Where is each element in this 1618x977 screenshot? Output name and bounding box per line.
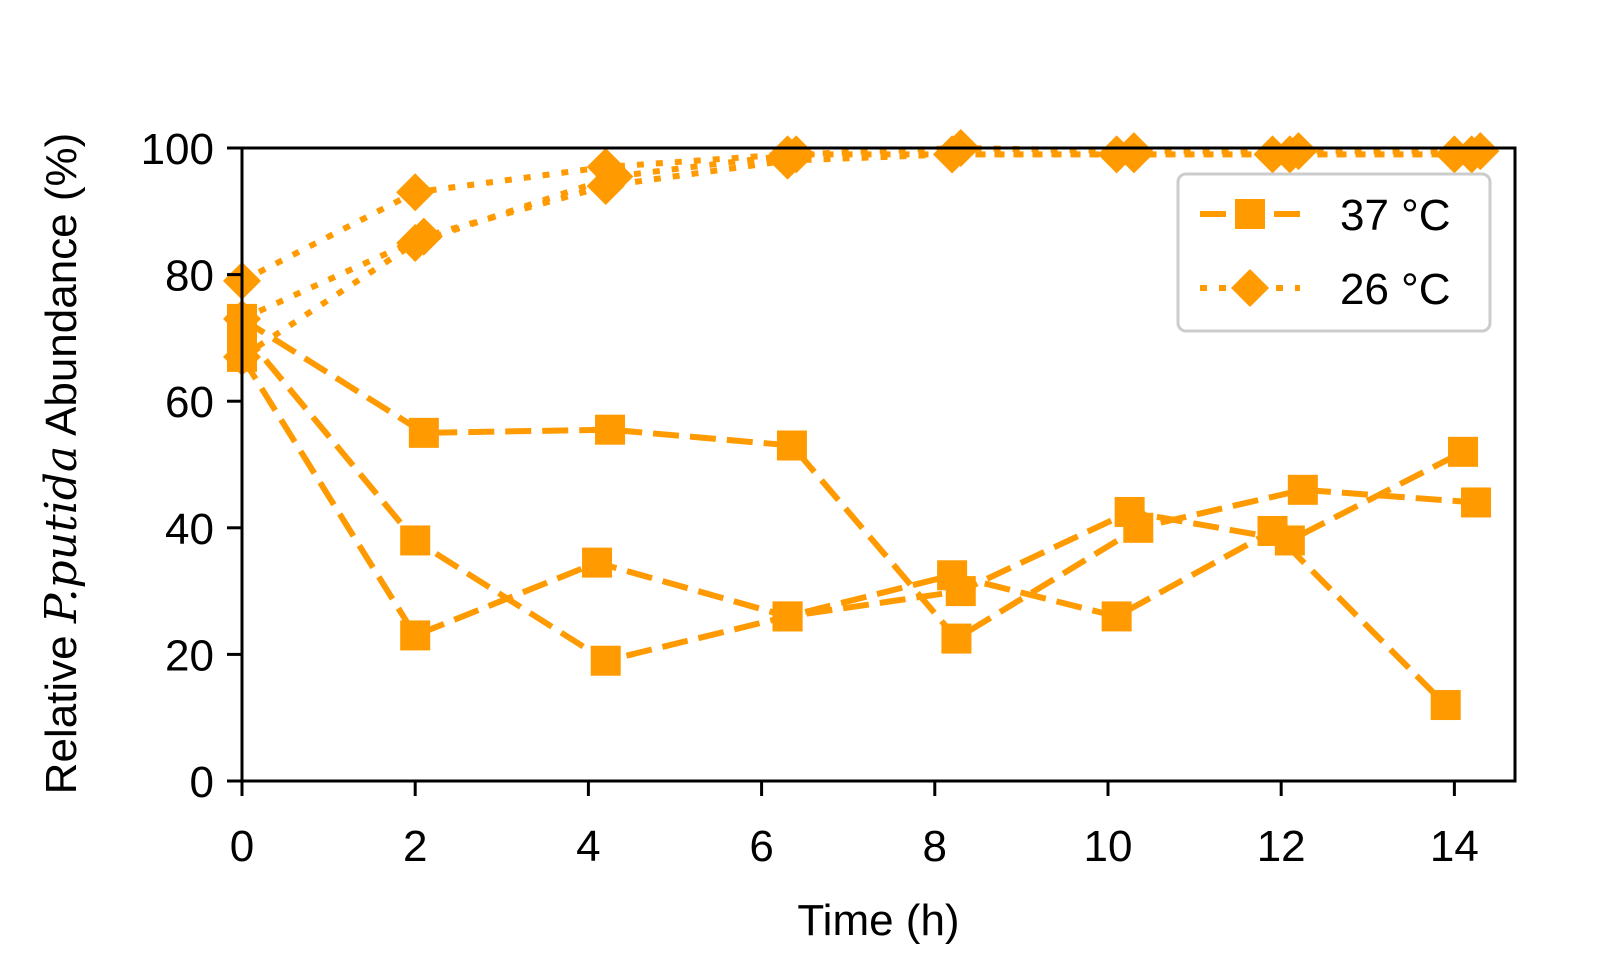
series-line bbox=[239, 355, 1448, 708]
x-tick-label: 0 bbox=[230, 822, 254, 871]
data-point bbox=[408, 417, 439, 448]
y-axis-label: Relative P.putida Abundance (%) bbox=[36, 133, 87, 795]
data-point bbox=[1461, 132, 1500, 171]
data-point bbox=[595, 414, 626, 445]
data-point bbox=[1253, 135, 1292, 174]
data-point bbox=[941, 623, 972, 654]
series-line bbox=[240, 316, 1477, 642]
series-1 bbox=[227, 303, 1492, 654]
axes: 0 2 4 6 8 10 12 14 0 20 40 60 80 100 Time (h) Relative … bbox=[36, 125, 1517, 945]
plot-area bbox=[223, 129, 1500, 721]
data-point bbox=[396, 223, 435, 262]
data-point bbox=[1114, 496, 1145, 527]
y-tick-label: 100 bbox=[141, 125, 214, 174]
data-point bbox=[777, 135, 816, 174]
x-tick-label: 6 bbox=[749, 822, 773, 871]
y-tick-label: 40 bbox=[165, 505, 214, 554]
data-point bbox=[1279, 132, 1318, 171]
data-point bbox=[595, 157, 634, 196]
data-point bbox=[772, 601, 803, 632]
legend-label: 37 °C bbox=[1340, 191, 1451, 240]
data-point bbox=[937, 560, 968, 591]
y-tick-label: 60 bbox=[165, 378, 214, 427]
data-point bbox=[1287, 474, 1318, 505]
diamond-marker-icon bbox=[1231, 269, 1269, 307]
data-point bbox=[582, 547, 613, 578]
series-line bbox=[239, 329, 1465, 664]
legend-item-2: 26 °C bbox=[1200, 265, 1451, 314]
y-tick-label: 0 bbox=[190, 758, 214, 807]
data-point bbox=[1101, 601, 1132, 632]
y-axis-label-part: Relative bbox=[37, 623, 86, 794]
y-axis-label-part: Abundance (%) bbox=[37, 133, 86, 446]
y-tick-label: 80 bbox=[165, 252, 214, 301]
data-point bbox=[1430, 690, 1461, 721]
data-point bbox=[1114, 132, 1153, 171]
plot-frame bbox=[240, 146, 1517, 783]
y-axis-label-species: P.putida bbox=[36, 446, 87, 624]
x-tick-label: 12 bbox=[1257, 822, 1306, 871]
x-tick-label: 4 bbox=[576, 822, 600, 871]
data-point bbox=[400, 620, 431, 651]
series-6 bbox=[223, 129, 1500, 376]
data-point bbox=[1257, 515, 1288, 546]
legend-label: 26 °C bbox=[1340, 265, 1451, 314]
data-point bbox=[776, 430, 807, 461]
x-tick-label: 14 bbox=[1430, 822, 1479, 871]
data-point bbox=[1461, 487, 1492, 518]
y-tick-label: 20 bbox=[165, 631, 214, 680]
x-axis-label: Time (h) bbox=[797, 896, 959, 945]
data-point bbox=[590, 645, 621, 676]
data-point bbox=[1448, 436, 1479, 467]
data-point bbox=[396, 173, 435, 212]
legend: 37 °C 26 °C bbox=[1176, 172, 1492, 333]
square-marker-icon bbox=[1235, 199, 1265, 229]
series-line bbox=[240, 151, 1472, 284]
data-point bbox=[1435, 135, 1474, 174]
x-tick-label: 10 bbox=[1084, 822, 1133, 871]
series-2 bbox=[227, 316, 1479, 676]
data-point bbox=[400, 525, 431, 556]
x-tick-label: 8 bbox=[923, 822, 947, 871]
series-3 bbox=[227, 341, 1461, 721]
x-tick-label: 2 bbox=[403, 822, 427, 871]
legend-item-1: 37 °C bbox=[1200, 191, 1451, 240]
